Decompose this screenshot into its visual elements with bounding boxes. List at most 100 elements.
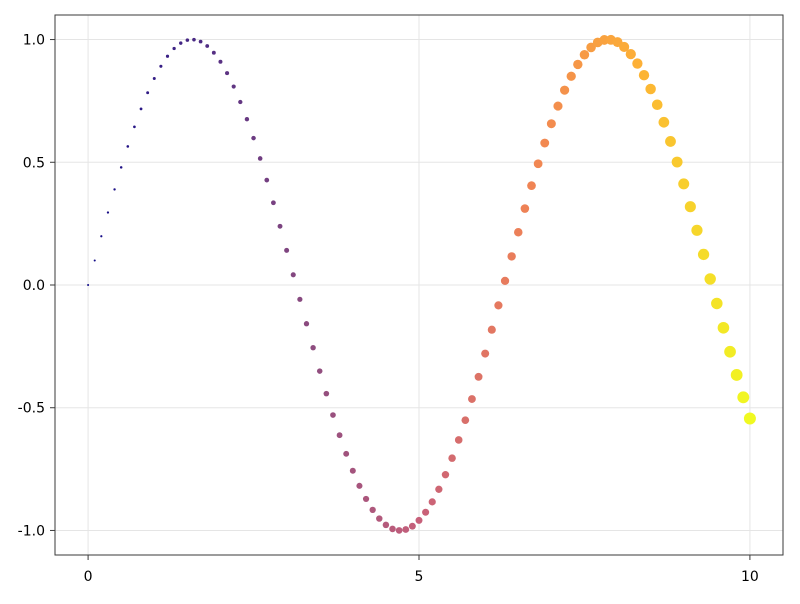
data-point (87, 284, 90, 286)
data-point (244, 116, 250, 122)
data-point (251, 135, 256, 141)
data-point (500, 276, 510, 286)
data-point (303, 321, 310, 327)
x-tick-label: 0 (84, 569, 93, 585)
data-point (481, 349, 490, 358)
data-points (87, 34, 756, 534)
data-point (665, 136, 676, 147)
data-point (435, 485, 443, 493)
data-point (474, 372, 483, 381)
data-point (737, 391, 750, 404)
data-point (730, 369, 743, 381)
data-point (454, 436, 463, 444)
data-point (139, 107, 143, 111)
data-point (402, 526, 410, 533)
data-point (573, 59, 583, 70)
data-point (632, 58, 643, 69)
data-point (533, 159, 543, 169)
data-point (382, 521, 390, 529)
data-point (126, 145, 130, 148)
data-point (566, 71, 576, 81)
data-point (507, 252, 516, 261)
data-point (284, 247, 290, 253)
data-point (152, 76, 156, 80)
grid-lines (55, 15, 783, 555)
data-point (316, 368, 323, 374)
data-point (100, 235, 103, 238)
data-point (711, 297, 723, 310)
data-point (724, 345, 736, 358)
data-point (461, 416, 470, 425)
data-point (487, 325, 496, 334)
data-point (625, 49, 636, 60)
data-point (211, 50, 216, 55)
data-point (343, 450, 350, 457)
data-point (225, 71, 230, 76)
data-point (179, 41, 183, 45)
data-point (257, 156, 263, 161)
data-point (185, 38, 190, 42)
y-tick-label: -1.0 (18, 523, 45, 539)
data-point (428, 498, 436, 506)
data-point (671, 156, 683, 168)
data-point (238, 99, 243, 105)
data-point (165, 54, 170, 58)
data-point (369, 506, 376, 514)
data-point (192, 37, 196, 42)
data-point (697, 248, 710, 261)
data-point (395, 527, 403, 534)
data-point (119, 166, 123, 169)
data-point (468, 395, 476, 403)
data-point (415, 516, 423, 524)
data-point (553, 101, 563, 111)
data-point (494, 301, 503, 310)
data-point (106, 211, 110, 214)
data-point (290, 272, 296, 278)
data-point (717, 321, 730, 334)
data-point (323, 390, 330, 397)
data-point (520, 204, 530, 213)
data-point (93, 259, 96, 262)
y-tick-label: 1.0 (23, 33, 45, 49)
data-point (408, 522, 416, 530)
data-point (159, 64, 163, 68)
x-tick-label: 10 (741, 569, 759, 585)
data-point (540, 138, 550, 148)
data-point (231, 84, 236, 89)
data-point (362, 495, 370, 503)
data-point (560, 85, 570, 95)
data-point (645, 83, 656, 95)
x-axis-ticks: 0 5 10 (84, 555, 759, 585)
data-point (198, 39, 203, 44)
y-tick-label: 0.0 (23, 278, 45, 294)
data-point (684, 201, 696, 213)
data-point (146, 91, 150, 95)
data-point (356, 482, 363, 489)
data-point (376, 515, 383, 522)
data-point (336, 432, 343, 439)
data-point (441, 470, 450, 479)
data-point (277, 223, 283, 229)
data-point (422, 508, 430, 516)
data-point (297, 296, 303, 302)
y-tick-label: -0.5 (18, 401, 45, 417)
data-point (172, 46, 176, 51)
data-point (271, 200, 276, 206)
data-point (514, 227, 523, 237)
x-tick-label: 5 (415, 569, 424, 585)
data-point (310, 345, 316, 351)
data-point (586, 42, 596, 53)
data-point (527, 181, 536, 190)
data-point (205, 44, 210, 48)
data-point (704, 273, 716, 285)
y-axis-ticks: -1.0 -0.5 0.0 0.5 1.0 (18, 33, 55, 539)
data-point (638, 70, 650, 81)
data-point (349, 467, 356, 474)
data-point (389, 525, 396, 533)
data-point (743, 412, 756, 425)
data-point (579, 50, 590, 60)
data-point (113, 188, 116, 191)
data-point (546, 119, 556, 129)
data-point (264, 177, 270, 183)
